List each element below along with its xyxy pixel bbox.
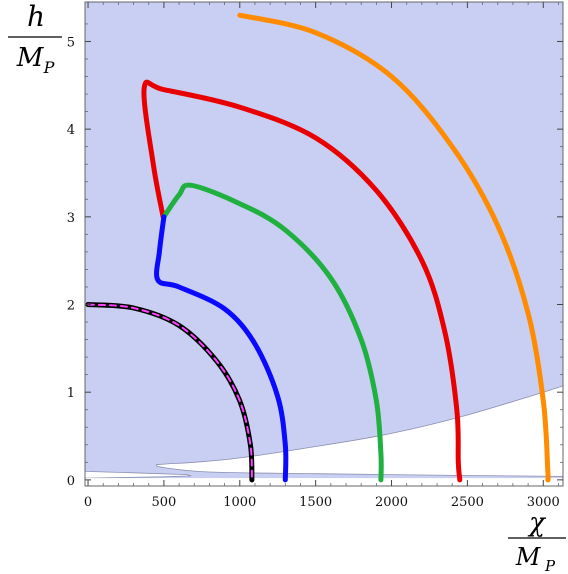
y-tick-label: 5 [67, 35, 75, 50]
series-line-1 [237, 12, 551, 483]
y-tick-label: 0 [67, 474, 75, 489]
excluded-wedge [155, 385, 563, 477]
series-line-2 [141, 79, 463, 483]
x-axis-label: χ M P [508, 508, 566, 574]
excluded-bottom-strip [85, 478, 563, 486]
x-label-denominator: M [515, 543, 542, 571]
x-tick-label: 2000 [375, 495, 408, 510]
y-tick-label: 1 [67, 386, 75, 401]
x-tick-label: 500 [151, 495, 176, 510]
x-tick-label: 0 [84, 495, 92, 510]
y-label-numerator: h [27, 0, 45, 33]
allowed-region-fill [85, 2, 563, 486]
x-label-numerator: χ [527, 508, 547, 538]
series-layer [85, 12, 551, 483]
series-line-3 [161, 182, 384, 483]
y-label-denominator-sub: P [43, 58, 55, 77]
y-tick-label: 3 [67, 211, 75, 226]
axes: 0 500 1000 1500 2000 2500 3000 0 1 2 3 4 5 [67, 1, 564, 510]
series-line-6 [87, 303, 253, 481]
y-label-denominator: M [16, 43, 45, 73]
x-tick-label: 3000 [527, 495, 560, 510]
x-tick-label: 1500 [299, 495, 332, 510]
y-axis-label: h M P [8, 0, 62, 77]
plot-frame [84, 1, 564, 487]
x-label-denominator-sub: P [544, 557, 556, 574]
series-line-4 [154, 214, 289, 483]
y-tick-label: 4 [67, 123, 75, 138]
excluded-lower-sliver [85, 470, 192, 479]
x-tick-label: 1000 [223, 495, 256, 510]
y-tick-label: 2 [67, 299, 75, 314]
allowed-region [85, 2, 563, 486]
x-tick-label: 2500 [451, 495, 484, 510]
